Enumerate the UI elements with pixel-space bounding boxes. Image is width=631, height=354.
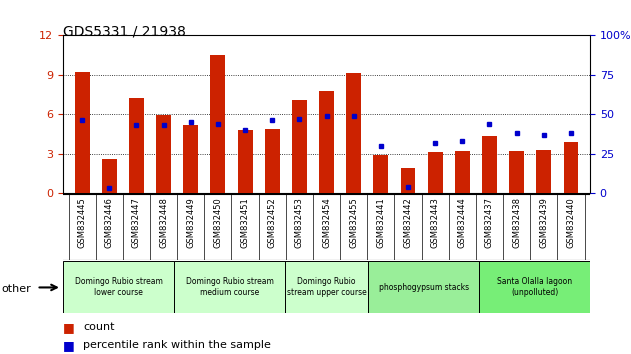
Bar [563,142,579,193]
Bar [401,168,415,193]
Bar [455,151,470,193]
Text: percentile rank within the sample: percentile rank within the sample [83,340,271,350]
Text: GSM832452: GSM832452 [268,197,277,248]
Bar [265,129,280,193]
Text: Santa Olalla lagoon
(unpolluted): Santa Olalla lagoon (unpolluted) [497,278,572,297]
Text: GSM832437: GSM832437 [485,197,494,248]
Text: GSM832446: GSM832446 [105,197,114,248]
Bar [319,91,334,193]
Text: GSM832443: GSM832443 [431,197,440,248]
Bar [63,261,174,313]
Text: ■: ■ [63,339,75,352]
Bar [374,155,388,193]
Text: GSM832444: GSM832444 [458,197,467,248]
Bar [156,115,171,193]
Bar [210,55,225,193]
Text: Domingo Rubio stream
medium course: Domingo Rubio stream medium course [186,278,273,297]
Text: GSM832455: GSM832455 [349,197,358,248]
Text: GSM832451: GSM832451 [240,197,250,248]
Bar [174,261,285,313]
Text: GSM832453: GSM832453 [295,197,304,248]
Text: GDS5331 / 21938: GDS5331 / 21938 [63,25,186,39]
Bar [74,72,90,193]
Bar [292,100,307,193]
Text: ■: ■ [63,321,75,334]
Bar [368,261,479,313]
Text: GSM832439: GSM832439 [540,197,548,248]
Text: GSM832449: GSM832449 [186,197,195,248]
Text: GSM832442: GSM832442 [403,197,413,248]
Text: GSM832445: GSM832445 [78,197,86,248]
Bar [509,151,524,193]
Text: Domingo Rubio stream
lower course: Domingo Rubio stream lower course [74,278,163,297]
Bar [102,159,117,193]
Text: GSM832440: GSM832440 [567,197,575,248]
Text: GSM832441: GSM832441 [376,197,386,248]
Bar [346,74,361,193]
Text: count: count [83,322,115,332]
Bar [482,137,497,193]
Text: other: other [1,284,31,293]
Bar [428,152,443,193]
Text: phosphogypsum stacks: phosphogypsum stacks [379,282,469,292]
Bar [238,130,252,193]
Text: GSM832438: GSM832438 [512,197,521,248]
Bar [129,98,144,193]
Text: GSM832447: GSM832447 [132,197,141,248]
Bar [536,150,551,193]
Text: GSM832450: GSM832450 [213,197,222,248]
Bar [285,261,368,313]
Bar [479,261,590,313]
Text: GSM832448: GSM832448 [159,197,168,248]
Text: Domingo Rubio
stream upper course: Domingo Rubio stream upper course [286,278,367,297]
Text: GSM832454: GSM832454 [322,197,331,248]
Bar [183,125,198,193]
